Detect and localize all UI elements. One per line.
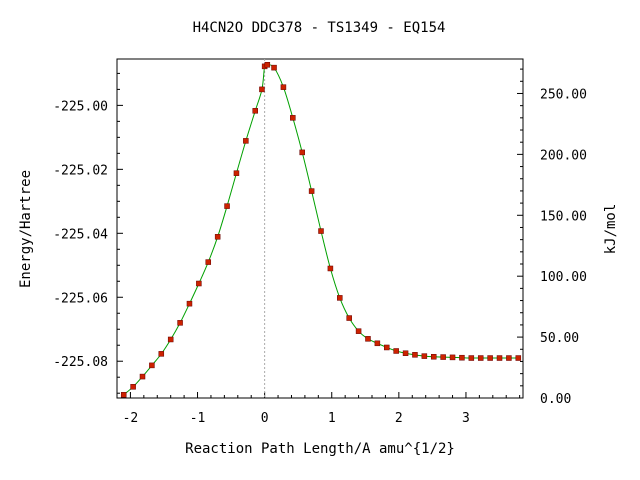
x-axis-label: Reaction Path Length/A amu^{1/2} xyxy=(185,441,455,457)
y-tick-label: -225.06 xyxy=(53,291,108,306)
x-tick-label: 3 xyxy=(462,411,470,426)
data-point xyxy=(468,355,475,361)
data-point xyxy=(167,336,174,343)
y2-tick-label: 100.00 xyxy=(540,270,587,285)
data-point xyxy=(243,138,249,144)
data-point xyxy=(130,384,136,390)
y-tick-label: -225.04 xyxy=(53,227,108,242)
data-point xyxy=(374,340,381,347)
data-point xyxy=(224,203,230,209)
x-tick-label: -2 xyxy=(123,411,139,426)
data-point xyxy=(365,336,371,342)
x-tick-label: 1 xyxy=(328,411,336,426)
data-point xyxy=(290,115,296,121)
data-point xyxy=(346,315,352,321)
data-point xyxy=(264,62,271,68)
data-point xyxy=(384,344,390,351)
data-point xyxy=(412,352,418,358)
y2-axis-label: kJ/mol xyxy=(603,204,619,255)
data-point xyxy=(271,64,277,71)
x-tick-label: -1 xyxy=(190,411,206,426)
data-point xyxy=(421,353,428,359)
y-tick-label: -225.08 xyxy=(53,355,108,370)
data-point xyxy=(327,265,334,272)
y2-tick-label: 0.00 xyxy=(540,392,571,407)
data-point xyxy=(440,354,446,360)
y-axis-left: -225.00 -225.02 -225.04 -225.06 -225.08 xyxy=(53,72,123,394)
data-point xyxy=(496,355,503,361)
data-point xyxy=(177,320,183,326)
data-point xyxy=(355,328,362,334)
x-tick-label: 0 xyxy=(261,411,269,426)
plot-frame xyxy=(116,58,524,399)
y2-tick-label: 150.00 xyxy=(540,209,587,224)
data-point xyxy=(337,295,343,301)
data-point xyxy=(318,228,324,234)
data-point xyxy=(459,354,465,361)
chart-title: H4CN2O DDC378 - TS1349 - EQ154 xyxy=(193,20,446,36)
data-point xyxy=(252,108,258,114)
data-point xyxy=(299,149,305,156)
data-point xyxy=(506,355,512,361)
data-point xyxy=(487,355,493,361)
y2-tick-label: 200.00 xyxy=(540,148,587,163)
data-point xyxy=(259,86,265,93)
y-tick-label: -225.00 xyxy=(53,99,108,114)
y2-tick-label: 250.00 xyxy=(540,87,587,102)
data-point xyxy=(139,373,146,380)
data-point xyxy=(214,234,221,240)
data-point xyxy=(186,300,193,307)
data-point xyxy=(196,280,202,287)
data-point xyxy=(308,188,315,194)
data-point xyxy=(158,351,165,357)
data-point xyxy=(515,355,522,361)
y-axis-label: Energy/Hartree xyxy=(18,170,34,288)
data-point xyxy=(280,84,287,90)
data-points xyxy=(120,62,522,398)
data-point xyxy=(205,259,212,265)
data-point xyxy=(402,350,409,356)
x-axis: -2 -1 0 1 2 3 xyxy=(116,392,521,426)
x-tick-label: 2 xyxy=(395,411,403,426)
data-point xyxy=(120,392,127,398)
data-point xyxy=(477,355,484,361)
data-point xyxy=(149,362,155,369)
data-point xyxy=(393,348,399,354)
data-point xyxy=(430,353,437,360)
y-axis-right: 0.00 50.00 100.00 150.00 200.00 250.00 xyxy=(517,68,587,407)
data-point xyxy=(233,170,240,176)
y-tick-label: -225.02 xyxy=(53,163,108,178)
data-point xyxy=(449,354,456,361)
y2-tick-label: 50.00 xyxy=(540,331,579,346)
